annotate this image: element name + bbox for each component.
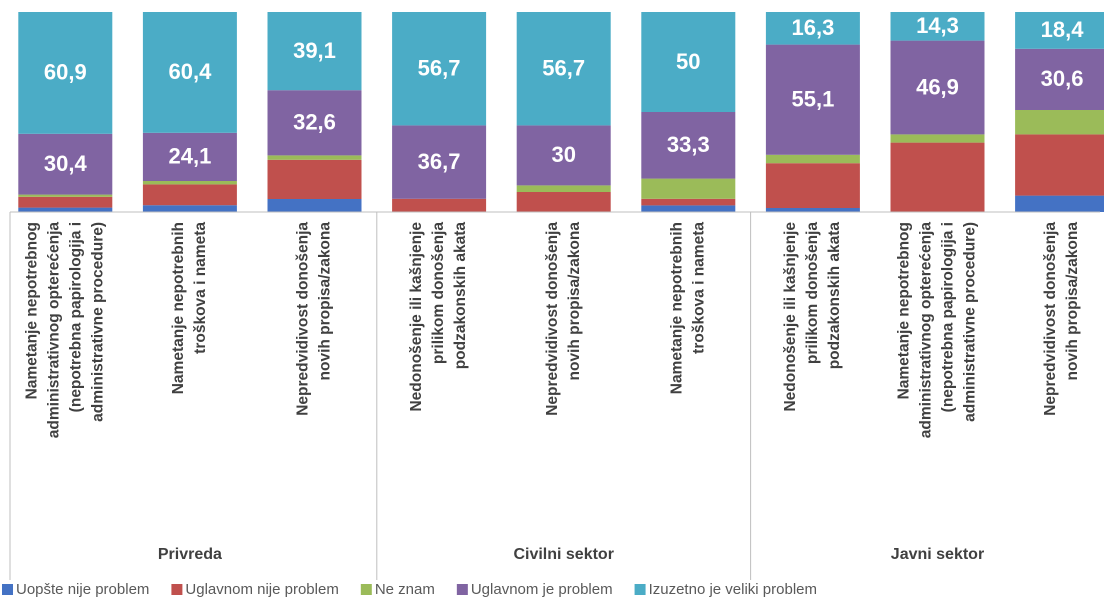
bar-segment (142, 181, 237, 185)
bar-segment (1015, 195, 1104, 212)
x-tick-label: (nepotrebna papirologija i (940, 222, 957, 412)
data-label: 16,3 (791, 15, 834, 40)
x-tick-label: Nedonošenje ili kašnjenje (408, 222, 425, 412)
legend-swatch (2, 584, 13, 595)
bar-segment (641, 112, 736, 179)
data-label: 55,1 (791, 87, 834, 112)
bar-segment (142, 205, 237, 212)
x-tick-label: Nametanje nepotrebnih (170, 222, 187, 394)
legend-swatch (634, 584, 646, 595)
data-label: 30,4 (44, 151, 88, 176)
bar-segment (765, 12, 860, 45)
bar-segment (392, 125, 487, 199)
x-tick-label: troškova i nameta (192, 222, 209, 354)
bar-segment (142, 12, 237, 133)
x-tick-label: podzakonskih akata (452, 222, 469, 370)
legend-swatch (360, 584, 372, 595)
data-label: 18,4 (1041, 17, 1085, 42)
group-label: Javni sektor (891, 546, 984, 563)
data-label: 50 (676, 49, 700, 74)
bar-segment (392, 198, 487, 212)
data-label: 56,7 (418, 56, 461, 81)
data-label: 24,1 (168, 144, 211, 169)
bar-segment (267, 90, 362, 156)
bar-segment (18, 133, 113, 195)
x-tick-label: novih propisa/zakona (317, 222, 334, 381)
x-tick-label: administrativnog opterećenja (918, 222, 935, 439)
x-tick-label: Nepredvidivost donošenja (295, 222, 312, 416)
bar-segment (641, 205, 736, 212)
bar-segment (267, 199, 362, 212)
bar-segment (765, 154, 860, 164)
bar-segment (765, 208, 860, 212)
data-label: 56,7 (542, 56, 585, 81)
bar-segment (18, 196, 113, 208)
x-tick-label: Nedonošenje ili kašnjenje (782, 222, 799, 412)
bar-segment (765, 44, 860, 155)
x-tick-label: podzakonskih akata (826, 222, 843, 370)
x-tick-label: troškova i nameta (690, 222, 707, 354)
x-tick-label: novih propisa/zakona (566, 222, 583, 381)
x-tick-label: Nametanje nepotrebnih (668, 222, 685, 394)
bar-segment (267, 159, 362, 199)
bar-segment (1015, 12, 1104, 49)
data-label: 33,3 (667, 132, 710, 157)
data-label: 36,7 (418, 149, 461, 174)
data-label: 39,1 (293, 38, 336, 63)
x-tick-label: prilikom donošenja (804, 222, 821, 364)
bar-segment (641, 198, 736, 206)
bar-segment (267, 12, 362, 91)
legend-label: Uglavnom nije problem (185, 581, 338, 598)
bar-segment (516, 185, 611, 192)
bar-segment (516, 12, 611, 126)
x-tick-label: administrativne procedure) (89, 222, 106, 422)
bar-segment (392, 12, 487, 126)
bar-segment (890, 142, 985, 212)
bar-segment (890, 134, 985, 143)
bar-segment (641, 12, 736, 112)
data-label: 30 (551, 142, 575, 167)
data-label: 32,6 (293, 110, 336, 135)
bar-segment (1015, 110, 1104, 135)
bar-segment (18, 12, 113, 134)
bar-segment (641, 178, 736, 199)
x-tick-label: novih propisa/zakona (1064, 222, 1081, 381)
data-label: 46,9 (916, 74, 959, 99)
bar-segment (516, 125, 611, 186)
bar-segment (142, 132, 237, 181)
x-tick-label: (nepotrebna papirologija i (67, 222, 84, 412)
x-tick-label: prilikom donošenja (430, 222, 447, 364)
legend-swatch (171, 584, 183, 595)
legend-label: Ne znam (375, 581, 435, 598)
bar-segment (1015, 134, 1104, 196)
bar-segment (516, 192, 611, 212)
data-label: 30,6 (1041, 66, 1084, 91)
bar-segment (267, 155, 362, 160)
bar-segment (18, 207, 113, 212)
x-tick-label: Nametanje nepotrebnog (23, 222, 40, 399)
legend-swatch (456, 584, 468, 595)
data-label: 60,4 (168, 59, 212, 84)
x-tick-label: Nepredvidivost donošenja (544, 222, 561, 416)
group-label: Privreda (158, 546, 222, 563)
bar-segment (1015, 48, 1104, 110)
x-tick-label: Nametanje nepotrebnog (896, 222, 913, 399)
legend-label: Izuzetno je veliki problem (649, 581, 817, 598)
legend-label: Uopšte nije problem (16, 581, 149, 598)
bar-segment (142, 184, 237, 206)
x-tick-label: administrativne procedure) (962, 222, 979, 422)
bar-segment (890, 12, 985, 41)
bar-segment (765, 163, 860, 208)
data-label: 60,9 (44, 60, 87, 85)
bar-segment (890, 40, 985, 135)
x-tick-label: Nepredvidivost donošenja (1042, 222, 1059, 416)
legend-label: Uglavnom je problem (471, 581, 613, 598)
x-tick-label: administrativnog opterećenja (45, 222, 62, 439)
group-label: Civilni sektor (513, 546, 613, 563)
bar-segment (18, 194, 113, 197)
data-label: 14,3 (916, 13, 959, 38)
